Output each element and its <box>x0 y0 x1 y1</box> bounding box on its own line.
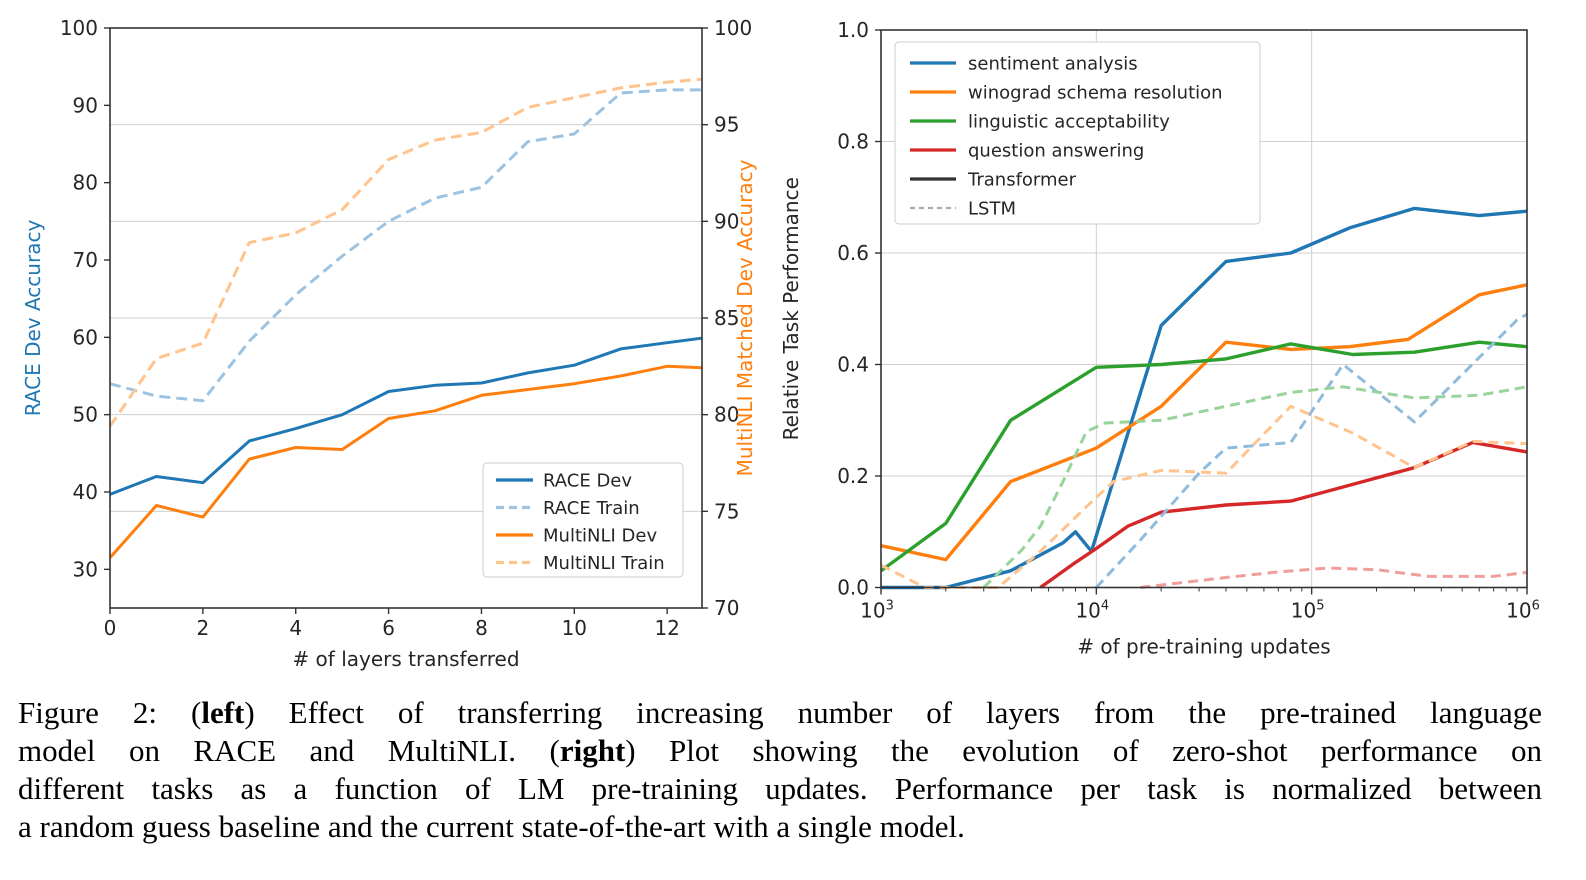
series-winograd-schema-resolution-lstm <box>881 404 1527 589</box>
legend-label-race-train: RACE Train <box>543 498 640 519</box>
caption-bold-text: right <box>559 733 626 768</box>
legend-box <box>894 41 1261 225</box>
y-right-tick-label: 80 <box>714 403 739 427</box>
y-axis-label: Relative Task Performance <box>779 177 803 440</box>
caption-text: different tasks as a function of LM pre-… <box>18 771 1542 806</box>
y-right-tick-label: 75 <box>714 499 739 523</box>
legend: sentiment analysis winograd schema resolu… <box>894 41 1261 225</box>
caption-text: Figure 2: ( <box>18 695 202 730</box>
legend-label-linguistic-acceptability: linguistic acceptability <box>968 112 1170 133</box>
legend-label-race-dev: RACE Dev <box>543 471 632 492</box>
y-left-tick-label: 90 <box>73 93 98 117</box>
x-tick-label: 106 <box>1506 599 1540 623</box>
y-right-tick-label: 70 <box>714 596 739 620</box>
series-winograd-schema-resolution <box>881 283 1527 562</box>
legend-label-multinli-dev: MultiNLI Dev <box>543 526 657 547</box>
series-race-train <box>110 88 702 403</box>
caption-text: ) Plot showing the evolution of zero-sho… <box>625 733 1543 768</box>
figure-caption: Figure 2: (left) Effect of transferring … <box>18 694 1542 846</box>
series-linguistic-acceptability-lstm <box>982 385 1527 589</box>
x-tick-label: 12 <box>654 616 679 640</box>
legend-label-multinli-train: MultiNLI Train <box>543 553 665 574</box>
x-tick-label: 105 <box>1291 599 1325 623</box>
x-tick-label: 103 <box>860 599 894 623</box>
y-right-tick-label: 100 <box>714 16 752 40</box>
caption-text: ) Effect of transferring increasing numb… <box>244 695 1543 730</box>
x-tick-label: 8 <box>475 616 488 640</box>
figure-caption-line: different tasks as a function of LM pre-… <box>18 770 1542 808</box>
y-left-tick-label: 80 <box>73 171 98 195</box>
series-sentiment-analysis-lstm <box>1095 312 1527 589</box>
y-axis-label-left: RACE Dev Accuracy <box>21 220 45 417</box>
x-tick-label: 104 <box>1075 599 1109 623</box>
figure-caption-line: model on RACE and MultiNLI. (right) Plot… <box>18 732 1542 770</box>
caption-bold-text: left <box>201 695 245 730</box>
y-left-tick-label: 100 <box>60 16 98 40</box>
y-tick-label: 0.8 <box>837 130 869 154</box>
y-tick-label: 1.0 <box>837 18 869 42</box>
x-tick-label: 0 <box>104 616 117 640</box>
legend-label-sentiment-analysis: sentiment analysis <box>968 54 1138 75</box>
x-tick-label: 2 <box>196 616 209 640</box>
series-race-dev <box>110 336 702 496</box>
y-axis-label-right: MultiNLI Matched Dev Accuracy <box>733 159 757 476</box>
y-left-tick-label: 40 <box>73 480 98 504</box>
legend-label-winograd-schema-resolution: winograd schema resolution <box>968 83 1223 104</box>
x-axis-label: # of pre-training updates <box>1077 635 1330 659</box>
y-left-tick-label: 70 <box>73 248 98 272</box>
legend-label-question-answering: question answering <box>968 141 1144 162</box>
x-tick-label: 4 <box>289 616 302 640</box>
legend-label-lstm: LSTM <box>968 199 1016 220</box>
series-question-answering-lstm <box>1140 566 1527 589</box>
caption-text: model on RACE and MultiNLI. ( <box>18 733 560 768</box>
x-tick-label: 6 <box>382 616 395 640</box>
series-multinli-dev <box>110 364 702 559</box>
caption-text: a random guess baseline and the current … <box>18 809 965 844</box>
y-tick-label: 0.2 <box>837 464 869 488</box>
plot-border <box>880 29 1528 589</box>
y-tick-label: 0.0 <box>837 576 869 600</box>
y-left-tick-label: 50 <box>73 403 98 427</box>
y-tick-label: 0.4 <box>837 353 869 377</box>
figure-caption-line: Figure 2: (left) Effect of transferring … <box>18 694 1542 732</box>
y-tick-label: 0.6 <box>837 241 869 265</box>
right-chart-pretraining-updates: 103 104 105 106 0.0 0.2 0.4 0.6 0.8 1.0 # of pre-t… <box>779 18 1540 659</box>
series-sentiment-analysis <box>881 206 1527 590</box>
y-right-tick-label: 90 <box>714 209 739 233</box>
legend-box <box>482 462 684 578</box>
y-right-tick-label: 85 <box>714 306 739 330</box>
series-linguistic-acceptability <box>881 340 1527 573</box>
y-left-tick-label: 30 <box>73 557 98 581</box>
left-chart-layers-transferred: 0 2 4 6 8 10 12 30 40 50 60 70 80 90 100 70 75 80 85 90 95 10… <box>21 16 757 671</box>
legend-label-transformer: Transformer <box>967 170 1077 191</box>
y-right-tick-label: 95 <box>714 113 739 137</box>
legend: RACE Dev RACE Train MultiNLI Dev MultiNLI T… <box>482 462 684 578</box>
y-left-tick-label: 60 <box>73 325 98 349</box>
series-multinli-train <box>110 77 702 428</box>
x-axis-label: # of layers transferred <box>292 647 519 671</box>
figure-caption-line: a random guess baseline and the current … <box>18 808 1542 846</box>
x-tick-label: 10 <box>562 616 587 640</box>
series-question-answering <box>1039 440 1527 589</box>
